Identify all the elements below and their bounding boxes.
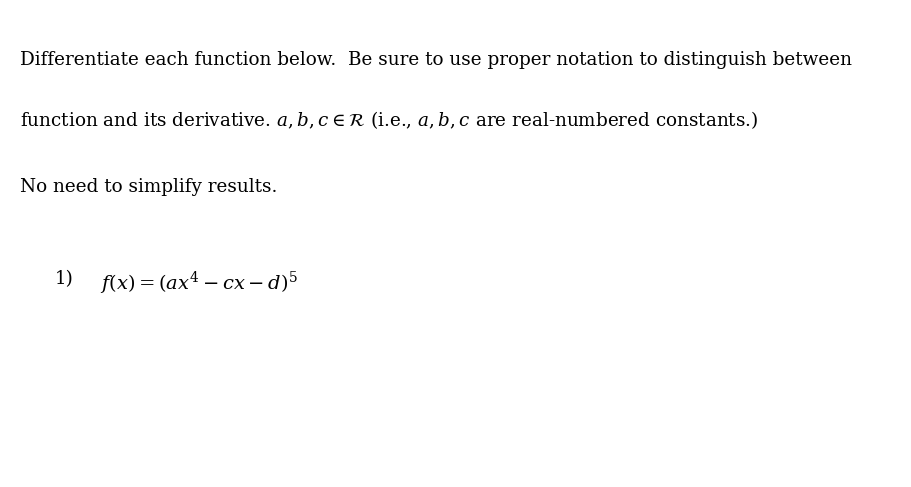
Text: Differentiate each function below.  Be sure to use proper notation to distinguis: Differentiate each function below. Be su…	[20, 51, 852, 69]
Text: $f(x) = (ax^4 - cx - d)^5$: $f(x) = (ax^4 - cx - d)^5$	[100, 270, 298, 298]
Text: No need to simplify results.: No need to simplify results.	[20, 178, 278, 196]
Text: 1): 1)	[55, 270, 74, 288]
Text: function and its derivative. $a, b, c \in \mathcal{R}$ (i.e., $a, b, c$ are real: function and its derivative. $a, b, c \i…	[20, 110, 759, 131]
